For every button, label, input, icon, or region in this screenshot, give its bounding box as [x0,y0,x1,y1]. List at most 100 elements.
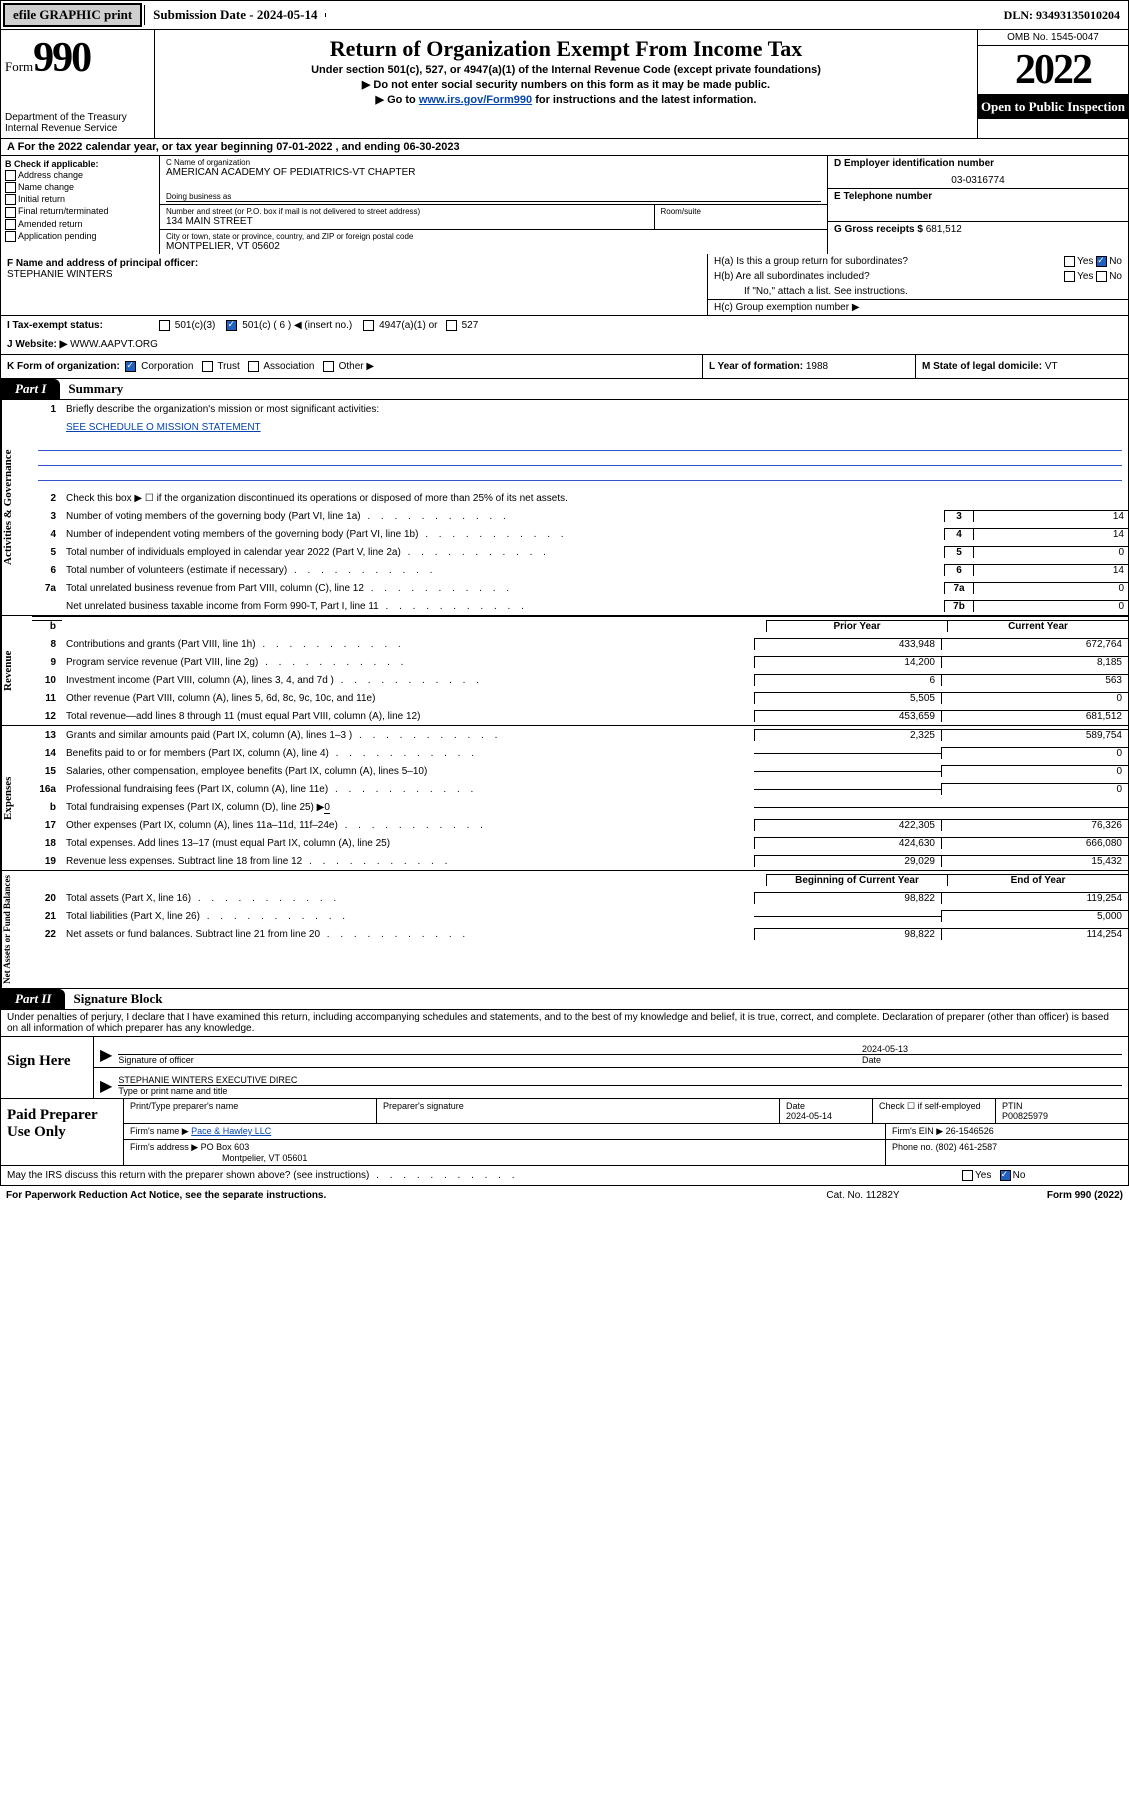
sub2b-post: for instructions and the latest informat… [532,94,756,106]
l-lbl: L Year of formation: [709,361,803,372]
chk-4947[interactable] [363,320,374,331]
firm-name-link[interactable]: Pace & Hawley LLC [191,1126,271,1136]
ptin-val: P00825979 [1002,1111,1048,1121]
ein-lbl: D Employer identification number [834,158,994,169]
c13: 589,754 [941,729,1128,741]
form-title: Return of Organization Exempt From Incom… [159,36,973,62]
irs: Internal Revenue Service [5,123,150,134]
principal-officer: F Name and address of principal officer:… [1,254,707,315]
expenses-section: Expenses 13Grants and similar amounts pa… [0,726,1129,871]
hb-yes: Yes [1077,271,1093,282]
part2-header: Part II Signature Block [0,989,1129,1010]
chk-application-pending[interactable]: Application pending [5,231,155,242]
sign-block: Sign Here ▶ Signature of officer 2024-05… [0,1036,1129,1099]
v6: 14 [973,564,1128,576]
prep-h3: Date2024-05-14 [780,1099,873,1123]
revenue-body: bPrior YearCurrent Year 8Contributions a… [32,616,1128,725]
p16a [754,789,941,790]
form-number: Form990 [5,34,150,82]
l12: Total revenue—add lines 8 through 11 (mu… [62,710,754,723]
p8: 433,948 [754,638,941,650]
discuss-yes-chk[interactable] [962,1170,973,1181]
chk-501c[interactable] [226,320,237,331]
part1-title: Summary [60,379,131,399]
tel-lbl: E Telephone number [834,191,932,202]
discuss-row: May the IRS discuss this return with the… [0,1166,1129,1186]
chk-trust[interactable] [202,361,213,372]
p11: 5,505 [754,692,941,704]
efile-print-button[interactable]: efile GRAPHIC print [3,3,142,27]
hb-no-chk[interactable] [1096,271,1107,282]
i-options: 501(c)(3) 501(c) ( 6 ) ◀ (insert no.) 49… [153,316,1128,335]
j-lbl: J Website: ▶ [7,339,67,350]
hb-note: If "No," attach a list. See instructions… [714,286,1122,297]
mission-line-2 [38,451,1122,466]
room-cell: Room/suite [655,205,828,229]
firm-ein-cell: Firm's EIN ▶ 26-1546526 [886,1124,1128,1139]
footer: For Paperwork Reduction Act Notice, see … [0,1186,1129,1205]
c16a: 0 [941,783,1128,795]
chk-final-return[interactable]: Final return/terminated [5,206,155,217]
chk-corp[interactable] [125,361,136,372]
chk-501c3[interactable] [159,320,170,331]
b22: 98,822 [754,928,941,940]
l2: Check this box ▶ ☐ if the organization d… [62,492,1128,505]
firm-addr-cell: Firm's address ▶ PO Box 603 Montpelier, … [124,1140,886,1165]
chk-name-change[interactable]: Name change [5,182,155,193]
mission-link[interactable]: SEE SCHEDULE O MISSION STATEMENT [66,422,261,433]
l21: Total liabilities (Part X, line 26) [62,910,754,923]
vtab-governance: Activities & Governance [1,400,32,615]
irs-link[interactable]: www.irs.gov/Form990 [419,94,532,106]
ha-no-chk[interactable] [1096,256,1107,267]
part2-tag: Part II [1,989,65,1009]
l7a: Total unrelated business revenue from Pa… [62,582,944,595]
l20: Total assets (Part X, line 16) [62,892,754,905]
lbl-corp: Corporation [141,361,193,372]
c18: 666,080 [941,837,1128,849]
l17: Other expenses (Part IX, column (A), lin… [62,819,754,832]
discuss-yes: Yes [975,1170,991,1181]
chk-amended-return[interactable]: Amended return [5,219,155,230]
hdr-current: Current Year [947,620,1128,632]
k-lbl: K Form of organization: [7,361,120,372]
part1-tag: Part I [1,379,60,399]
street: 134 MAIN STREET [166,216,648,227]
chk-other[interactable] [323,361,334,372]
l-cell: L Year of formation: 1988 [702,355,915,378]
lbl-trust: Trust [217,361,239,372]
e22: 114,254 [941,928,1128,940]
sign-arrow-2: ▶ [100,1076,112,1096]
l5: Total number of individuals employed in … [62,546,944,559]
p14 [754,753,941,754]
f-name: STEPHANIE WINTERS [7,269,113,280]
ha-yes: Yes [1077,256,1093,267]
c19: 15,432 [941,855,1128,867]
lbl-527: 527 [462,320,479,331]
ha-yes-chk[interactable] [1064,256,1075,267]
chk-527[interactable] [446,320,457,331]
row-fh: F Name and address of principal officer:… [0,254,1129,316]
mission-line-1 [38,436,1122,451]
submission-date: Submission Date - 2024-05-14 [144,5,325,25]
l14: Benefits paid to or for members (Part IX… [62,747,754,760]
hb-yes-chk[interactable] [1064,271,1075,282]
sign-here-label: Sign Here [1,1037,94,1098]
b20: 98,822 [754,892,941,904]
org-name-cell: C Name of organization AMERICAN ACADEMY … [160,156,827,204]
chk-initial-return[interactable]: Initial return [5,194,155,205]
l18: Total expenses. Add lines 13–17 (must eq… [62,837,754,850]
footer-right: Form 990 (2022) [963,1190,1123,1201]
mission-line-3 [38,466,1122,481]
p16b [754,807,941,808]
open-to-public: Open to Public Inspection [978,95,1128,119]
header-sub2a: ▶ Do not enter social security numbers o… [159,78,973,91]
chk-address-change[interactable]: Address change [5,170,155,181]
chk-assoc[interactable] [248,361,259,372]
p9: 14,200 [754,656,941,668]
l8: Contributions and grants (Part VIII, lin… [62,638,754,651]
header-sub1: Under section 501(c), 527, or 4947(a)(1)… [159,64,973,76]
l22: Net assets or fund balances. Subtract li… [62,928,754,941]
e20: 119,254 [941,892,1128,904]
firm-name-cell: Firm's name ▶ Pace & Hawley LLC [124,1124,886,1139]
discuss-no-chk[interactable] [1000,1170,1011,1181]
